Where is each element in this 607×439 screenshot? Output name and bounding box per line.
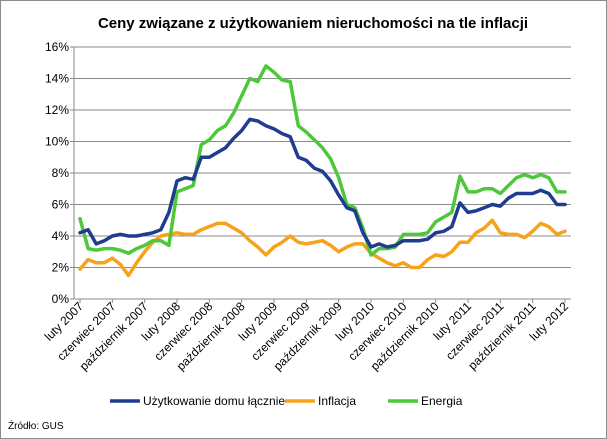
y-tick-label: 8% [52,166,70,180]
legend-label: Energia [421,394,463,408]
legend: Użytkowanie domu łącznie Inflacja Energia [110,394,463,408]
y-axis-tick-labels: 0% 2% 4% 6% 8% 10% 12% 14% 16% [45,40,74,306]
gridlines [74,46,571,268]
series-line-energia [78,64,567,257]
y-tick-label: 14% [45,72,69,86]
y-tick-label: 10% [45,135,69,149]
y-tick-label: 6% [52,198,70,212]
axes [73,47,571,300]
series-lines [78,64,567,278]
legend-label: Inflacja [318,394,356,408]
y-tick-label: 0% [52,292,70,306]
series-line-inflacja [78,218,567,278]
y-tick-label: 2% [52,261,70,275]
y-tick-label: 4% [52,229,70,243]
chart-title: Ceny związane z użytkowaniem nieruchomoś… [98,15,528,32]
legend-label: Użytkowanie domu łącznie [143,394,285,408]
y-tick-label: 12% [45,103,69,117]
series-line-uzytkowanie [78,117,567,249]
source-note: Źródło: GUS [8,419,64,432]
y-tick-label: 16% [45,40,69,54]
